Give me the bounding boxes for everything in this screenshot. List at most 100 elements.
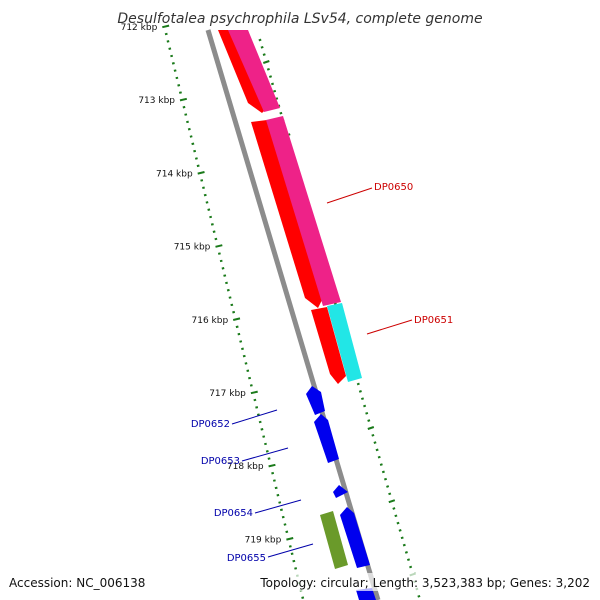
leader-line-dp0653 [241,447,289,462]
minor-tick [196,164,200,168]
outer-minor-tick [388,492,392,496]
outer-minor-tick [270,82,275,86]
minor-tick [249,384,253,387]
minor-tick [301,596,305,599]
minor-tick [281,515,285,519]
leader-line-dp0650 [326,187,373,204]
minor-tick [177,84,181,87]
gene-feature-blue-lower[interactable] [340,507,370,568]
outer-minor-tick [381,470,385,474]
outer-minor-tick [367,419,371,422]
minor-tick [278,501,282,504]
minor-tick [171,62,175,65]
outer-minor-tick [404,551,408,554]
minor-tick [294,567,298,570]
outer-minor-tick [356,382,360,386]
minor-tick [292,559,296,563]
map-title: Desulfotalea psychrophila LSv54, complet… [117,11,482,27]
leader-line-dp0652 [231,409,278,425]
minor-tick [217,252,221,255]
outer-minor-tick [258,38,262,42]
minor-tick [168,47,172,50]
minor-tick [202,186,205,189]
minor-tick [241,347,244,351]
gene-feature-red-lower[interactable] [311,307,346,384]
gene-feature-magenta-dp0650[interactable] [266,116,341,306]
outer-minor-tick [260,45,264,49]
gene-label-dp0653[interactable]: DP0653 [201,456,240,467]
minor-tick [283,523,287,526]
outer-minor-tick [365,411,369,415]
minor-tick [194,157,198,160]
tick-label: 719 kbp [245,535,282,545]
minor-tick [219,259,223,263]
minor-tick [209,215,213,219]
outer-minor-tick [400,536,404,540]
gene-feature-magenta-upper[interactable] [228,30,280,112]
minor-tick [166,40,170,43]
minor-tick [264,442,267,446]
minor-tick [207,208,211,211]
gene-feature-dp0654[interactable] [333,485,348,498]
outer-minor-tick [266,67,270,71]
minor-tick [265,450,269,453]
minor-tick [164,32,168,36]
minor-tick [221,267,225,270]
minor-tick [253,398,257,402]
minor-tick [203,193,207,197]
minor-tick [274,486,278,490]
gene-feature-dp0652[interactable] [306,386,325,415]
major-tick [268,463,276,468]
gene-label-dp0655[interactable]: DP0655 [227,553,266,564]
minor-tick [272,479,276,482]
tick-label: 716 kbp [192,316,229,326]
gene-feature-red-dp0650-inner[interactable] [251,120,324,308]
gene-feature-dp0653[interactable] [314,414,339,463]
footer-background-left [4,573,150,591]
gene-label-dp0654[interactable]: DP0654 [214,508,253,519]
minor-tick [248,376,252,380]
outer-minor-tick [373,441,377,444]
outer-major-tick [262,60,270,64]
minor-tick [178,91,182,94]
tick-label: 717 kbp [209,389,246,399]
outer-minor-tick [386,485,390,488]
minor-tick [256,413,260,416]
minor-tick [175,76,179,80]
outer-minor-tick [394,514,398,518]
outer-minor-tick [409,565,413,569]
major-tick [179,97,188,102]
minor-tick [182,105,186,109]
minor-tick [267,457,271,460]
outer-minor-tick [377,455,381,459]
minor-tick [290,552,294,555]
minor-tick [230,303,234,307]
tick-label: 714 kbp [156,169,193,179]
gene-label-dp0652[interactable]: DP0652 [191,419,230,430]
minor-tick [212,230,216,233]
minor-tick [189,135,193,138]
tick-track: 712 kbp 713 kbp 714 kbp 715 kbp 716 kbp 717 k… [121,23,305,599]
outer-minor-tick [273,89,277,93]
genome-backbone [205,29,381,600]
accession-text: Accession: NC_006138 [9,576,145,590]
major-tick [197,171,205,175]
tick-label: 715 kbp [174,243,211,253]
outer-minor-tick [371,433,375,437]
gene-feature-dp0651[interactable] [327,303,362,382]
gene-label-dp0651[interactable]: DP0651 [414,315,453,326]
minor-tick [232,310,236,314]
outer-minor-tick [279,111,283,115]
genome-summary-text: Topology: circular; Length: 3,523,383 bp… [259,576,590,590]
minor-tick [225,281,228,285]
gene-label-dp0650[interactable]: DP0650 [374,182,413,193]
leader-line-dp0654 [254,499,302,514]
minor-tick [184,113,188,116]
minor-tick [288,545,292,548]
minor-tick [223,274,227,277]
minor-tick [246,369,250,372]
gene-feature-dp0655[interactable] [320,511,348,569]
minor-tick [279,508,283,512]
leader-line-dp0655 [267,543,314,558]
